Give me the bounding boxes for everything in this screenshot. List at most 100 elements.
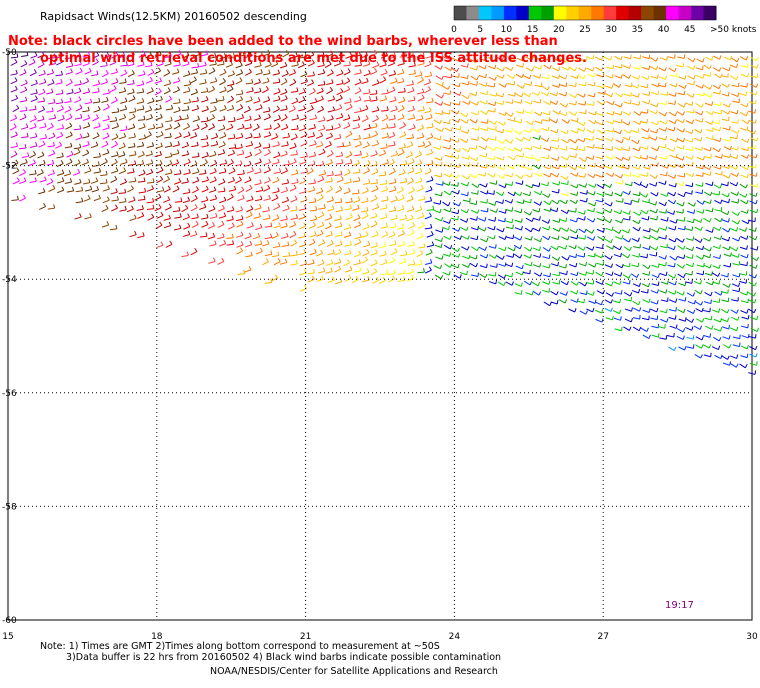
wind-barb-feather bbox=[151, 68, 155, 73]
wind-barb bbox=[415, 118, 424, 121]
wind-barb-feather bbox=[611, 155, 615, 160]
wind-barb bbox=[191, 217, 199, 220]
wind-barb bbox=[165, 120, 173, 123]
wind-barb bbox=[640, 157, 648, 160]
wind-barb bbox=[597, 100, 604, 106]
wind-barb bbox=[290, 217, 298, 220]
colorbar-frame bbox=[453, 5, 717, 21]
wind-barb bbox=[38, 163, 46, 166]
wind-barb-feather bbox=[556, 299, 559, 305]
wind-barb bbox=[183, 134, 191, 139]
wind-barb bbox=[326, 262, 334, 266]
wind-barb-feather bbox=[576, 172, 579, 177]
wind-barb-feather bbox=[593, 144, 595, 149]
wind-barb bbox=[370, 252, 378, 256]
wind-barb-feather bbox=[296, 114, 299, 119]
wind-barb bbox=[219, 89, 227, 94]
wind-barb bbox=[325, 162, 333, 166]
wind-barb-feather bbox=[330, 177, 333, 182]
wind-barb bbox=[684, 191, 692, 195]
wind-barb bbox=[388, 89, 396, 94]
wind-barb bbox=[470, 227, 478, 231]
wind-barb-feather bbox=[90, 98, 93, 103]
wind-barb-feather bbox=[187, 196, 191, 201]
wind-barb-feather bbox=[718, 119, 721, 124]
wind-barb-feather bbox=[451, 153, 453, 158]
wind-barb-feather bbox=[394, 248, 398, 252]
wind-barb-feather bbox=[24, 86, 28, 91]
wind-barb bbox=[507, 147, 515, 152]
wind-barb bbox=[667, 199, 675, 205]
wind-barb-feather bbox=[222, 60, 225, 65]
wind-barb bbox=[209, 198, 217, 202]
wind-barb-feather bbox=[124, 78, 127, 83]
wind-barb bbox=[586, 308, 593, 313]
wind-barb bbox=[118, 117, 126, 121]
wind-barb bbox=[578, 175, 586, 178]
wind-barb-feather bbox=[106, 132, 110, 137]
wind-barb-feather bbox=[566, 155, 570, 161]
wind-barb-feather bbox=[638, 165, 641, 170]
wind-barb bbox=[217, 99, 225, 102]
wind-barb bbox=[46, 181, 54, 186]
wind-barb bbox=[534, 172, 542, 177]
wind-barb-feather bbox=[655, 182, 658, 187]
wind-barb bbox=[102, 106, 110, 111]
wind-barb-feather bbox=[358, 176, 361, 181]
wind-barb bbox=[371, 188, 379, 193]
wind-barb bbox=[201, 199, 209, 203]
wind-barb-feather bbox=[330, 240, 334, 244]
wind-barb-feather bbox=[194, 230, 198, 235]
wind-barb-feather bbox=[176, 68, 180, 73]
wind-barb bbox=[543, 64, 550, 70]
wind-barb-feather bbox=[392, 131, 396, 136]
wind-barb-feather bbox=[593, 207, 595, 212]
wind-barb-feather bbox=[530, 198, 532, 204]
wind-barb bbox=[380, 55, 388, 59]
wind-barb bbox=[30, 55, 38, 59]
wind-barb bbox=[226, 196, 234, 201]
wind-barb-feather bbox=[720, 199, 723, 204]
wind-barb bbox=[424, 63, 432, 68]
wind-barb bbox=[461, 147, 469, 153]
wind-barb-feather bbox=[286, 196, 290, 201]
wind-barb bbox=[289, 146, 297, 150]
wind-barb bbox=[181, 145, 189, 149]
wind-barb bbox=[255, 107, 263, 111]
wind-barb bbox=[480, 209, 488, 213]
wind-barb bbox=[542, 289, 550, 293]
wind-barb-feather bbox=[69, 113, 73, 118]
wind-barb-feather bbox=[105, 204, 109, 209]
wind-barb bbox=[568, 66, 576, 72]
wind-barb bbox=[596, 184, 604, 189]
wind-barb-feather bbox=[755, 353, 758, 358]
wind-barb-feather bbox=[521, 264, 524, 269]
wind-barb bbox=[173, 173, 182, 176]
wind-barb bbox=[56, 135, 63, 139]
wind-barb bbox=[208, 117, 215, 122]
wind-barb-feather bbox=[683, 103, 686, 108]
wind-barb-feather bbox=[736, 109, 739, 114]
wind-barb bbox=[515, 271, 523, 276]
wind-barb-feather bbox=[401, 105, 405, 109]
wind-barb bbox=[550, 129, 558, 134]
wind-barb bbox=[417, 144, 425, 148]
wind-barb bbox=[712, 192, 720, 196]
wind-barb bbox=[523, 92, 530, 98]
wind-barb bbox=[101, 73, 109, 78]
wind-barb-feather bbox=[392, 256, 396, 261]
wind-barb-feather bbox=[215, 98, 218, 103]
wind-barb bbox=[740, 174, 748, 179]
wind-barb-feather bbox=[328, 222, 332, 227]
wind-barb-feather bbox=[736, 326, 739, 331]
wind-barb bbox=[534, 84, 542, 88]
wind-barb-feather bbox=[384, 258, 388, 263]
wind-barb-feather bbox=[340, 170, 343, 175]
wind-barb bbox=[378, 245, 386, 249]
wind-barb-feather bbox=[338, 265, 342, 270]
wind-barb-feather bbox=[736, 57, 740, 63]
wind-barb bbox=[577, 138, 585, 143]
wind-barb bbox=[182, 63, 190, 67]
wind-barb bbox=[388, 118, 396, 121]
wind-barb-feather bbox=[540, 172, 543, 177]
